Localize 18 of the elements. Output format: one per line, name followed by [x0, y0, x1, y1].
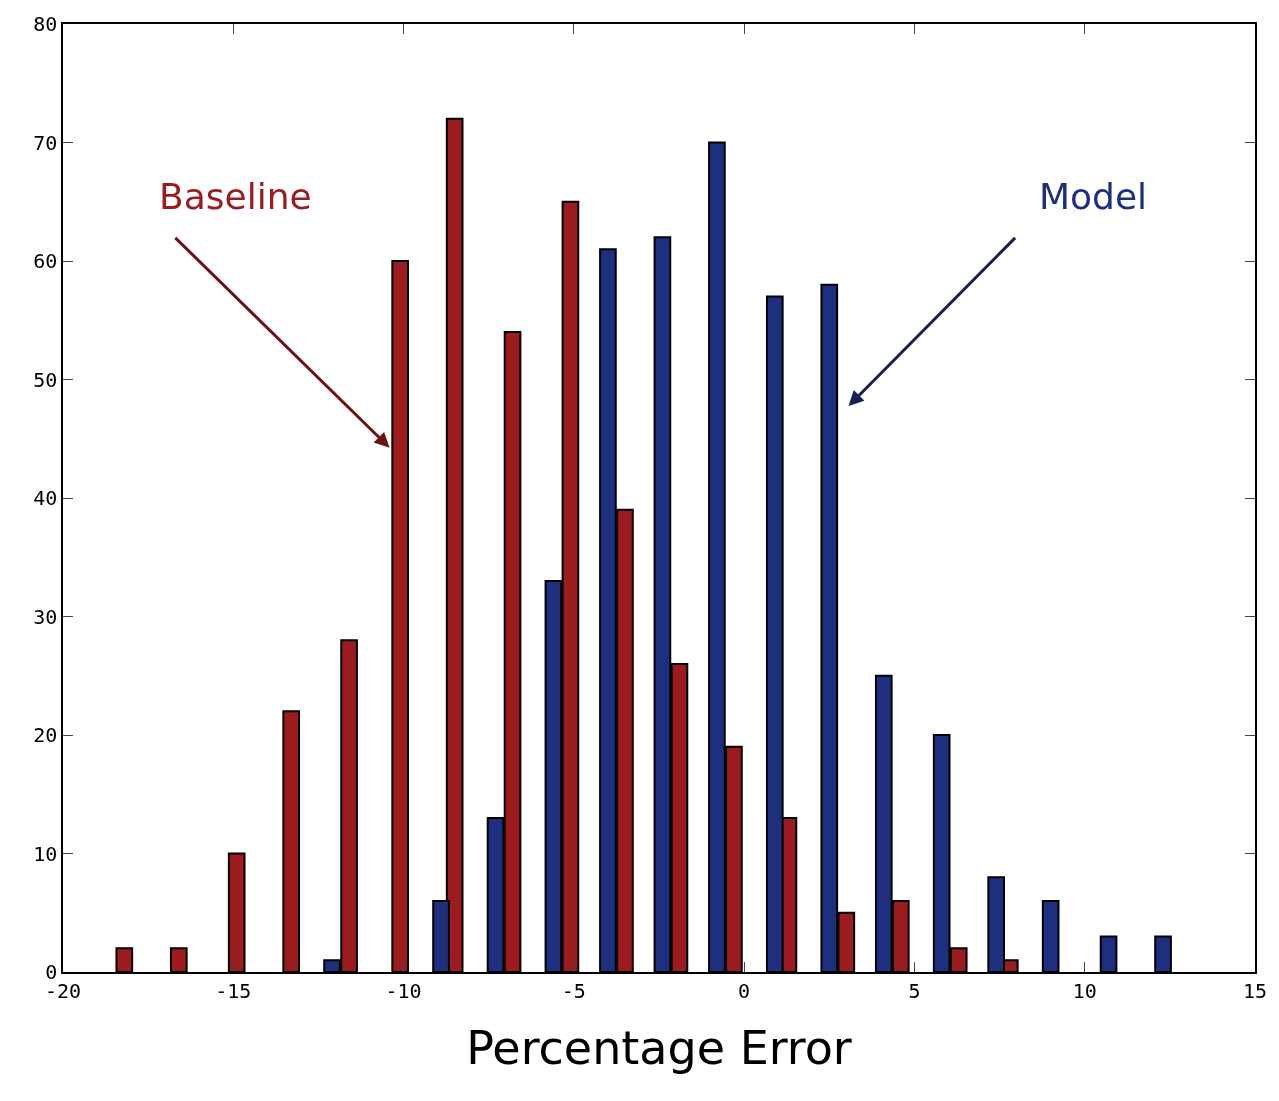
text: Model: [1039, 176, 1148, 217]
x-axis-title: Percentage Error: [466, 1020, 852, 1075]
x-tick-label: -15: [215, 978, 252, 1003]
y-tick-label: 60: [33, 249, 58, 273]
text: Baseline: [159, 176, 312, 217]
y-tick-label: 80: [33, 12, 58, 36]
x-tick-label: 10: [1072, 978, 1097, 1003]
x-tick-label: -5: [561, 978, 586, 1003]
y-tick-label: 10: [33, 841, 58, 866]
y-tick-label: 40: [33, 486, 58, 510]
y-tick-label: 30: [33, 604, 58, 629]
y-tick-label: 20: [33, 723, 58, 747]
x-tick-label: -10: [385, 978, 422, 1003]
x-tick-label: 15: [1242, 978, 1268, 1003]
y-tick-label: 50: [33, 367, 58, 392]
x-tick-label: 0: [738, 978, 751, 1003]
x-tick-label: 5: [908, 978, 921, 1003]
y-tick-label: 70: [33, 130, 58, 155]
